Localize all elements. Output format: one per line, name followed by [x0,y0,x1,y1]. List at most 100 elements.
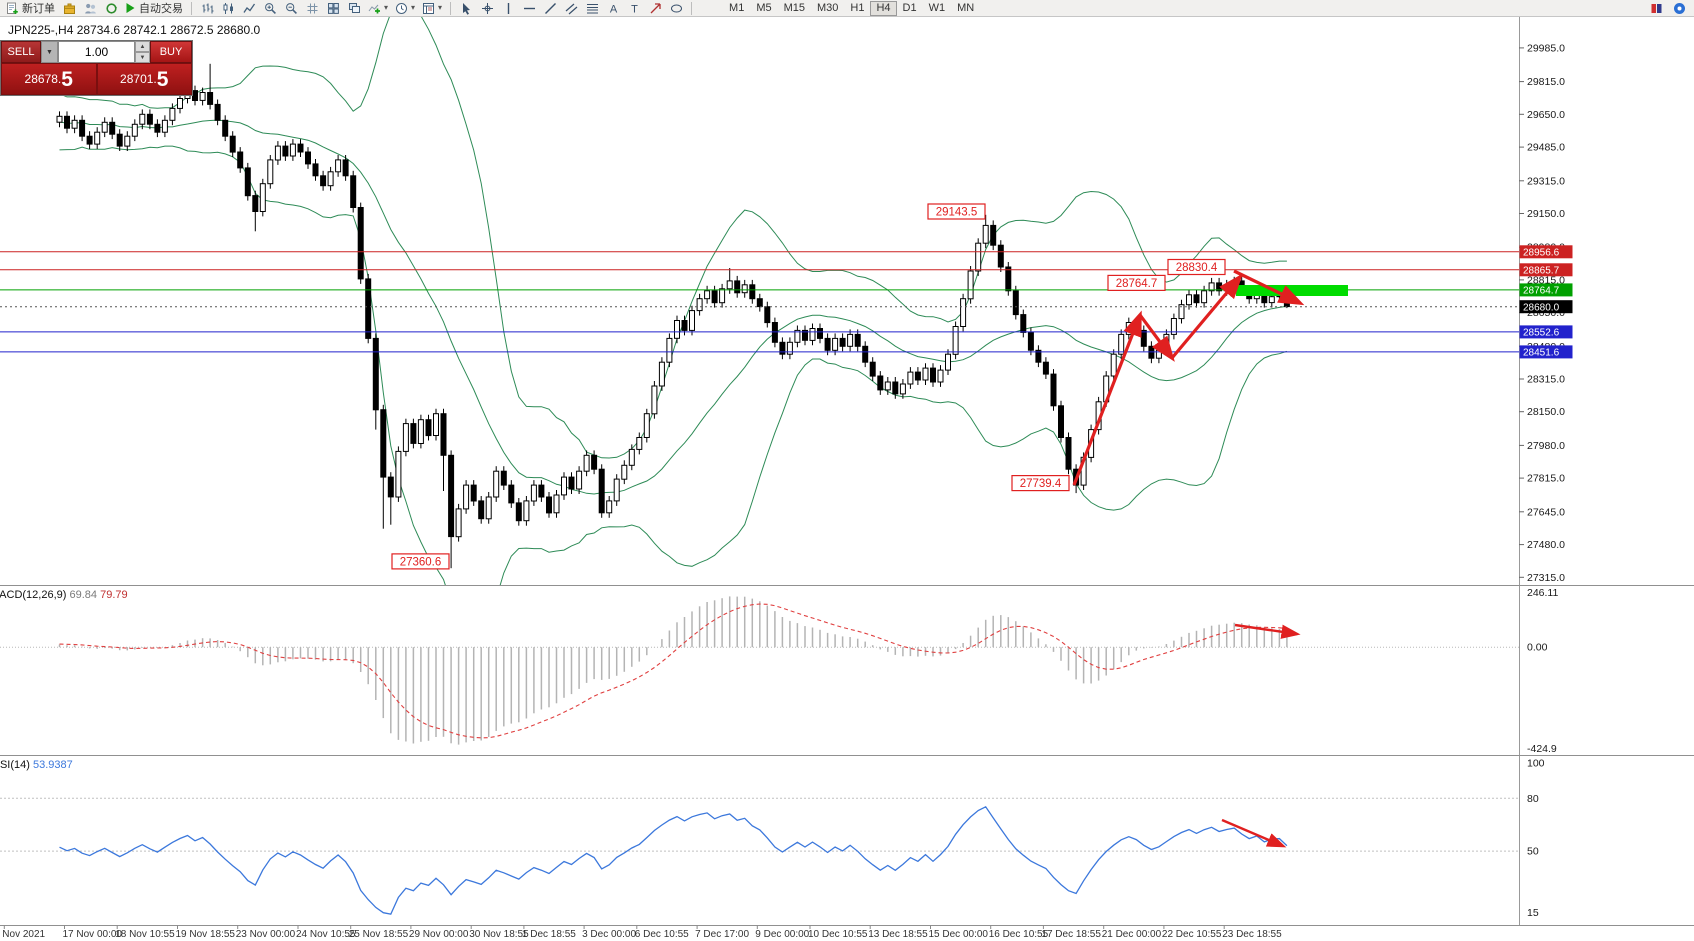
trendline-button[interactable] [540,1,560,16]
zoom-in-button[interactable] [260,1,280,16]
svg-text:15 Dec 00:00: 15 Dec 00:00 [929,929,989,940]
news-button[interactable] [1646,1,1666,16]
buy-price-big-digit: 5 [156,67,169,91]
sell-price[interactable]: 28678. 5 [2,64,96,94]
candlestick-button[interactable] [218,1,238,16]
templates-button[interactable]: ▾ [419,1,445,16]
cascade-windows-button[interactable] [344,1,364,16]
sell-button[interactable]: SELL [1,41,41,63]
price-axis[interactable]: 29985.0 29815.0 29650.0 29485.0 29315.0 29150… [1519,17,1573,925]
line-chart-button[interactable] [239,1,259,16]
toolbar: 新订单 自动交易 [0,0,1694,17]
grid-button[interactable] [302,1,322,16]
macd-indicator-label: MACD(12,26,9) 69.84 79.79 [0,589,128,601]
trade-controls-row: SELL ▼ ▲ ▼ BUY [1,41,192,63]
candlestick-icon [223,2,233,14]
data-window-button[interactable] [101,1,121,16]
news-icon [1651,3,1661,13]
svg-text:9 Dec 00:00: 9 Dec 00:00 [755,929,809,940]
timeframe-h4-button[interactable]: H4 [870,0,897,16]
svg-text:15: 15 [1527,907,1539,919]
periods-button[interactable]: ▾ [392,1,418,16]
notifications-button[interactable] [1669,1,1689,16]
svg-text:16 Dec 10:55: 16 Dec 10:55 [989,929,1049,940]
navigator-button[interactable] [80,1,100,16]
timeframe-m5-button[interactable]: M5 [750,1,777,16]
timeframe-m15-button[interactable]: M15 [778,1,811,16]
market-watch-button[interactable] [59,1,79,16]
channel-button[interactable] [561,1,581,16]
volume-down-button[interactable]: ▼ [135,52,150,63]
timeframe-h1-button[interactable]: H1 [844,1,870,16]
line-chart-icon [242,3,255,13]
svg-text:80: 80 [1527,793,1539,805]
cursor-button[interactable] [456,1,476,16]
svg-text:Nov 2021: Nov 2021 [2,929,45,940]
new-order-button[interactable]: 新订单 [3,1,58,16]
dropdown-caret: ▾ [438,3,443,12]
fibonacci-icon [586,3,598,13]
timeframe-m1-button[interactable]: M1 [723,1,750,16]
svg-text:27739.4: 27739.4 [1020,478,1062,490]
timeframe-d1-button[interactable]: D1 [897,1,923,16]
zoom-in-icon [264,2,276,14]
tile-windows-button[interactable] [323,1,343,16]
crosshair-icon [481,2,493,14]
zoom-out-button[interactable] [281,1,301,16]
text-icon: A [609,3,617,15]
new-order-icon [7,2,18,14]
auto-trading-button[interactable]: 自动交易 [122,1,186,16]
timeframe-mn-button[interactable]: MN [951,1,980,16]
hline-button[interactable] [519,1,539,16]
indicators-icon [368,4,380,13]
timeframe-group: M1 M5 M15 M30 H1 H4 D1 W1 MN [723,0,980,16]
rsi-indicator-label: RSI(14) 53.9387 [0,759,73,771]
fibonacci-button[interactable] [582,1,602,16]
chart-ohlc-title: JPN225-,H4 28734.6 28742.1 28672.5 28680… [8,23,261,37]
text-button[interactable]: A [603,1,623,16]
svg-text:28830.4: 28830.4 [1176,262,1218,274]
one-click-trading-panel: SELL ▼ ▲ ▼ BUY 28678.5 28701.5 [0,40,193,96]
arrows-tool-button[interactable] [645,1,665,16]
volume-up-button[interactable]: ▲ [135,41,150,52]
bar-chart-button[interactable] [197,1,217,16]
timeframe-m30-button[interactable]: M30 [811,1,844,16]
indicators-button[interactable]: ▾ [365,1,391,16]
svg-text:27315.0: 27315.0 [1527,572,1565,584]
play-icon [126,3,135,13]
svg-text:27360.6: 27360.6 [400,556,442,568]
volume-input[interactable] [58,41,135,63]
tile-windows-icon [327,2,339,14]
auto-trading-label: 自动交易 [139,3,183,15]
svg-text:27645.0: 27645.0 [1527,506,1565,518]
vline-button[interactable] [498,1,518,16]
shapes-button[interactable] [666,1,686,16]
svg-text:1 Dec 18:55: 1 Dec 18:55 [522,929,576,940]
clock-icon [396,2,408,14]
svg-text:23 Dec 18:55: 23 Dec 18:55 [1222,929,1282,940]
navigator-icon [84,3,96,13]
sell-price-main: 28678. [24,72,62,86]
timeframe-w1-button[interactable]: W1 [923,1,952,16]
svg-text:29485.0: 29485.0 [1527,142,1565,154]
channel-icon [565,3,577,14]
hline-icon [523,7,535,9]
sell-price-big-digit: 5 [61,67,73,91]
svg-text:3 Dec 00:00: 3 Dec 00:00 [582,929,636,940]
svg-text:28764.7: 28764.7 [1523,286,1560,297]
buy-button[interactable]: BUY [150,41,192,63]
svg-text:27815.0: 27815.0 [1527,473,1565,485]
label-button[interactable]: T [624,1,644,16]
svg-text:10 Dec 10:55: 10 Dec 10:55 [808,929,868,940]
buy-price[interactable]: 28701. 5 [97,64,191,94]
svg-text:17 Dec 18:55: 17 Dec 18:55 [1041,929,1101,940]
svg-text:28451.6: 28451.6 [1523,348,1560,359]
bar-chart-icon [202,3,213,13]
svg-text:29815.0: 29815.0 [1527,76,1565,88]
svg-text:28865.7: 28865.7 [1523,266,1560,277]
crosshair-button[interactable] [477,1,497,16]
svg-text:19 Nov 18:55: 19 Nov 18:55 [176,929,236,940]
order-type-dropdown[interactable]: ▼ [41,41,58,63]
